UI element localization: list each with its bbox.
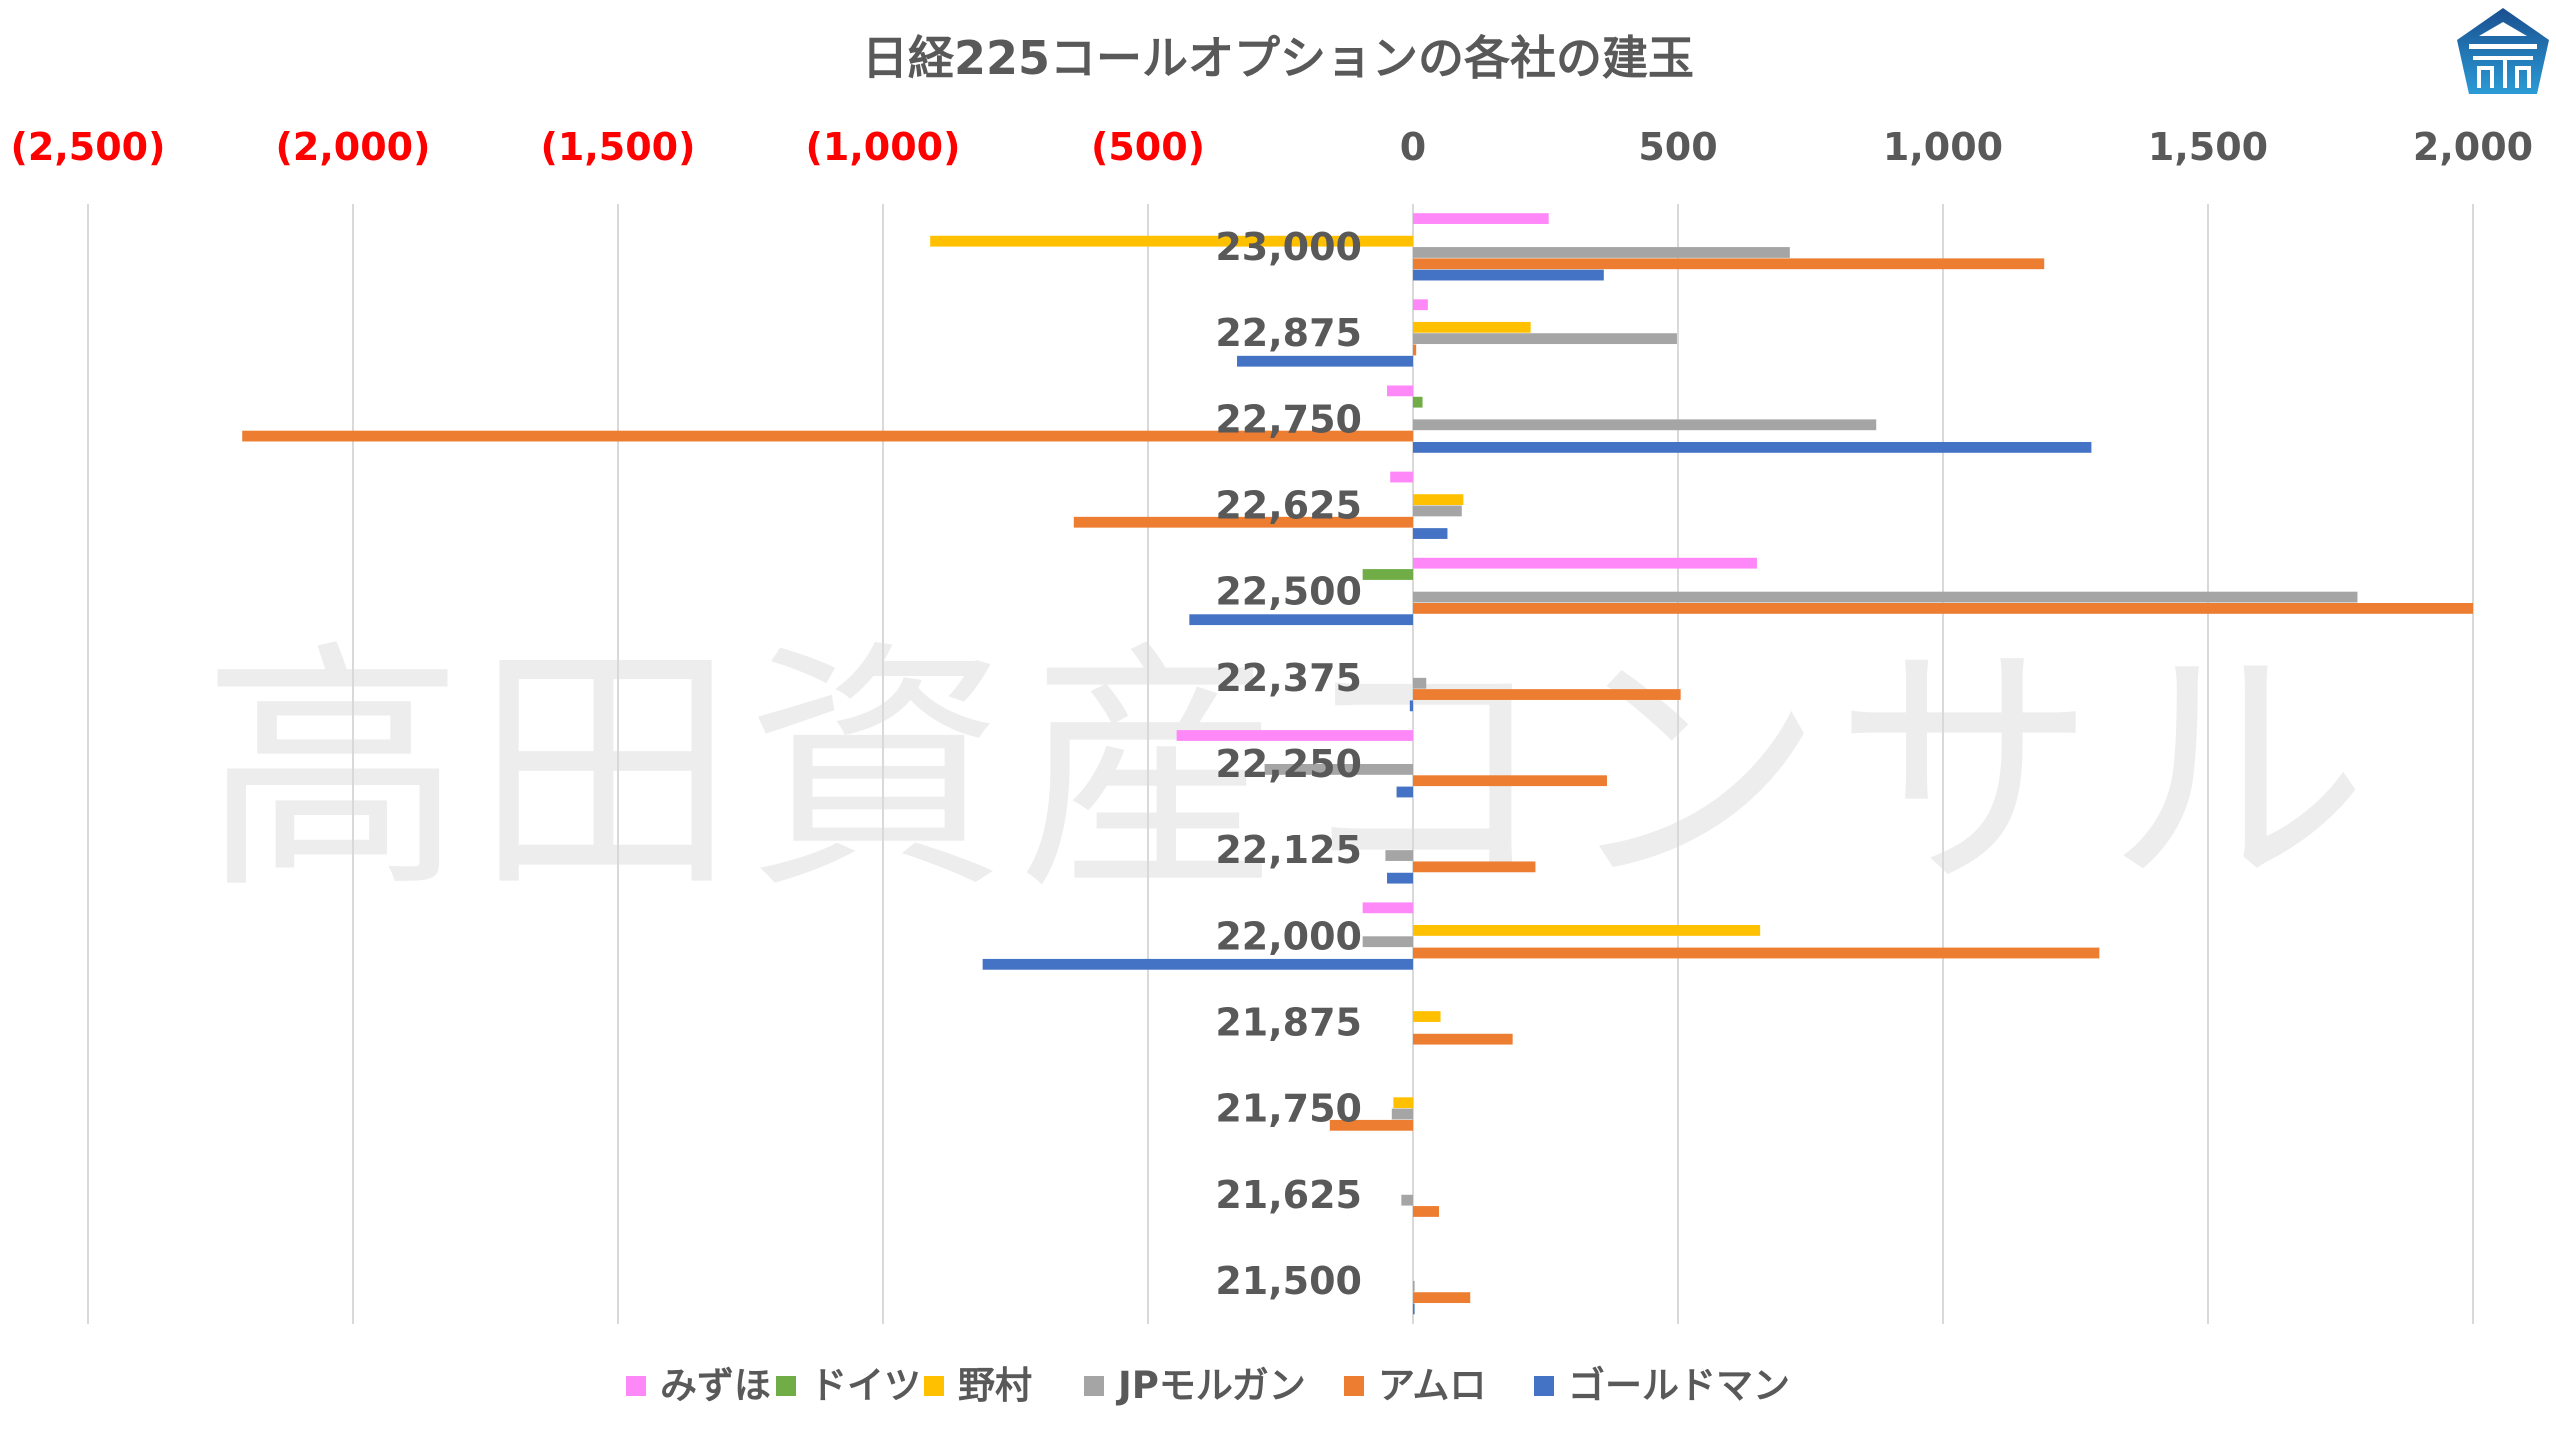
x-tick-label: (1,000) bbox=[806, 125, 961, 169]
bar-3-3 bbox=[1413, 505, 1462, 517]
category-label: 23,000 bbox=[1215, 225, 1362, 269]
bar-0-2 bbox=[1387, 385, 1413, 397]
bar-5-5 bbox=[1409, 700, 1413, 712]
bar-3-2 bbox=[1413, 419, 1877, 431]
bar-4-0 bbox=[1413, 258, 2045, 270]
x-axis-ticks: (2,500) (2,000) (1,500) (1,000) (500) 0 500 1,0… bbox=[11, 125, 2534, 169]
bar-4-7 bbox=[1413, 861, 1536, 873]
legend: みずほ ドイツ 野村 JPモルガン アムロ ゴールドマン bbox=[626, 1364, 1790, 1407]
bar-5-2 bbox=[1413, 441, 2092, 453]
category-label: 22,875 bbox=[1215, 311, 1362, 355]
legend-label: ドイツ bbox=[810, 1364, 921, 1407]
bar-5-0 bbox=[1413, 269, 1604, 281]
chart-title: 日経225コールオプションの各社の建玉 bbox=[862, 31, 1694, 85]
category-label: 22,375 bbox=[1215, 656, 1362, 700]
bar-0-6 bbox=[1176, 730, 1413, 741]
category-label: 21,875 bbox=[1215, 1000, 1362, 1044]
bar-0-8 bbox=[1362, 902, 1413, 914]
category-label: 22,250 bbox=[1215, 742, 1362, 786]
bar-3-10 bbox=[1391, 1108, 1413, 1120]
legend-swatch bbox=[626, 1376, 646, 1396]
category-label: 21,500 bbox=[1215, 1259, 1362, 1303]
bar-3-5 bbox=[1413, 677, 1427, 689]
bar-4-2 bbox=[242, 430, 1414, 442]
bar-5-1 bbox=[1237, 355, 1413, 367]
bar-1-4 bbox=[1362, 569, 1413, 580]
bar-0-3 bbox=[1390, 471, 1413, 483]
bar-1-2 bbox=[1413, 396, 1423, 408]
bar-2-1 bbox=[1413, 321, 1531, 333]
bar-3-8 bbox=[1362, 936, 1413, 948]
x-tick-label: (1,500) bbox=[541, 125, 696, 169]
legend-label: ゴールドマン bbox=[1568, 1364, 1790, 1407]
bar-2-10 bbox=[1393, 1097, 1413, 1109]
bar-0-4 bbox=[1413, 557, 1757, 569]
x-tick-label: 2,000 bbox=[2413, 125, 2533, 169]
bar-5-8 bbox=[982, 958, 1413, 970]
bar-5-4 bbox=[1189, 614, 1413, 626]
bar-4-11 bbox=[1413, 1206, 1439, 1217]
legend-swatch bbox=[1534, 1376, 1554, 1396]
pentagon-building-logo bbox=[2457, 8, 2549, 94]
bar-3-7 bbox=[1385, 850, 1413, 861]
legend-label: 野村 bbox=[958, 1364, 1032, 1407]
bar-3-12 bbox=[1413, 1280, 1415, 1292]
x-tick-label: (2,500) bbox=[11, 125, 166, 169]
x-tick-label: 500 bbox=[1638, 125, 1717, 169]
bar-2-9 bbox=[1413, 1011, 1441, 1022]
bar-4-8 bbox=[1413, 947, 2100, 959]
legend-swatch bbox=[776, 1376, 796, 1396]
bar-4-6 bbox=[1413, 775, 1607, 787]
bar-3-1 bbox=[1413, 333, 1677, 345]
bar-4-10 bbox=[1329, 1119, 1413, 1131]
bar-3-0 bbox=[1413, 247, 1790, 258]
category-labels: 23,000 22,875 22,750 22,625 22,500 22,375 22,2… bbox=[1215, 225, 1362, 1303]
category-label: 21,625 bbox=[1215, 1173, 1362, 1217]
bar-3-6 bbox=[1264, 764, 1413, 775]
x-tick-label: 0 bbox=[1400, 125, 1426, 169]
legend-label: JPモルガン bbox=[1115, 1364, 1306, 1407]
x-tick-label: 1,000 bbox=[1883, 125, 2003, 169]
category-label: 22,000 bbox=[1215, 914, 1362, 958]
bar-0-1 bbox=[1413, 299, 1428, 311]
bar-4-3 bbox=[1073, 516, 1413, 528]
bar-4-1 bbox=[1413, 344, 1417, 356]
bar-0-0 bbox=[1413, 213, 1549, 224]
legend-swatch bbox=[924, 1376, 944, 1396]
category-label: 22,125 bbox=[1215, 828, 1362, 872]
bar-3-11 bbox=[1401, 1194, 1413, 1206]
x-tick-label: 1,500 bbox=[2148, 125, 2268, 169]
bar-4-12 bbox=[1413, 1292, 1471, 1304]
legend-label: みずほ bbox=[660, 1364, 771, 1407]
bar-5-6 bbox=[1396, 786, 1413, 798]
legend-swatch bbox=[1344, 1376, 1364, 1396]
bars bbox=[242, 213, 2473, 1315]
category-label: 22,625 bbox=[1215, 484, 1362, 528]
bar-2-8 bbox=[1413, 925, 1761, 936]
bar-2-0 bbox=[930, 235, 1413, 247]
legend-label: アムロ bbox=[1378, 1364, 1486, 1407]
bar-4-5 bbox=[1413, 689, 1681, 700]
bar-3-4 bbox=[1413, 591, 2358, 603]
category-label: 22,750 bbox=[1215, 397, 1362, 441]
category-label: 22,500 bbox=[1215, 570, 1362, 614]
legend-swatch bbox=[1084, 1376, 1104, 1396]
bar-5-7 bbox=[1387, 872, 1413, 884]
bar-5-12 bbox=[1413, 1303, 1415, 1315]
x-tick-label: (500) bbox=[1091, 125, 1205, 169]
bar-5-3 bbox=[1413, 528, 1448, 539]
category-label: 21,750 bbox=[1215, 1087, 1362, 1131]
bar-4-9 bbox=[1413, 1033, 1513, 1045]
bar-2-3 bbox=[1413, 494, 1464, 506]
x-tick-label: (2,000) bbox=[276, 125, 431, 169]
bar-4-4 bbox=[1413, 602, 2473, 614]
